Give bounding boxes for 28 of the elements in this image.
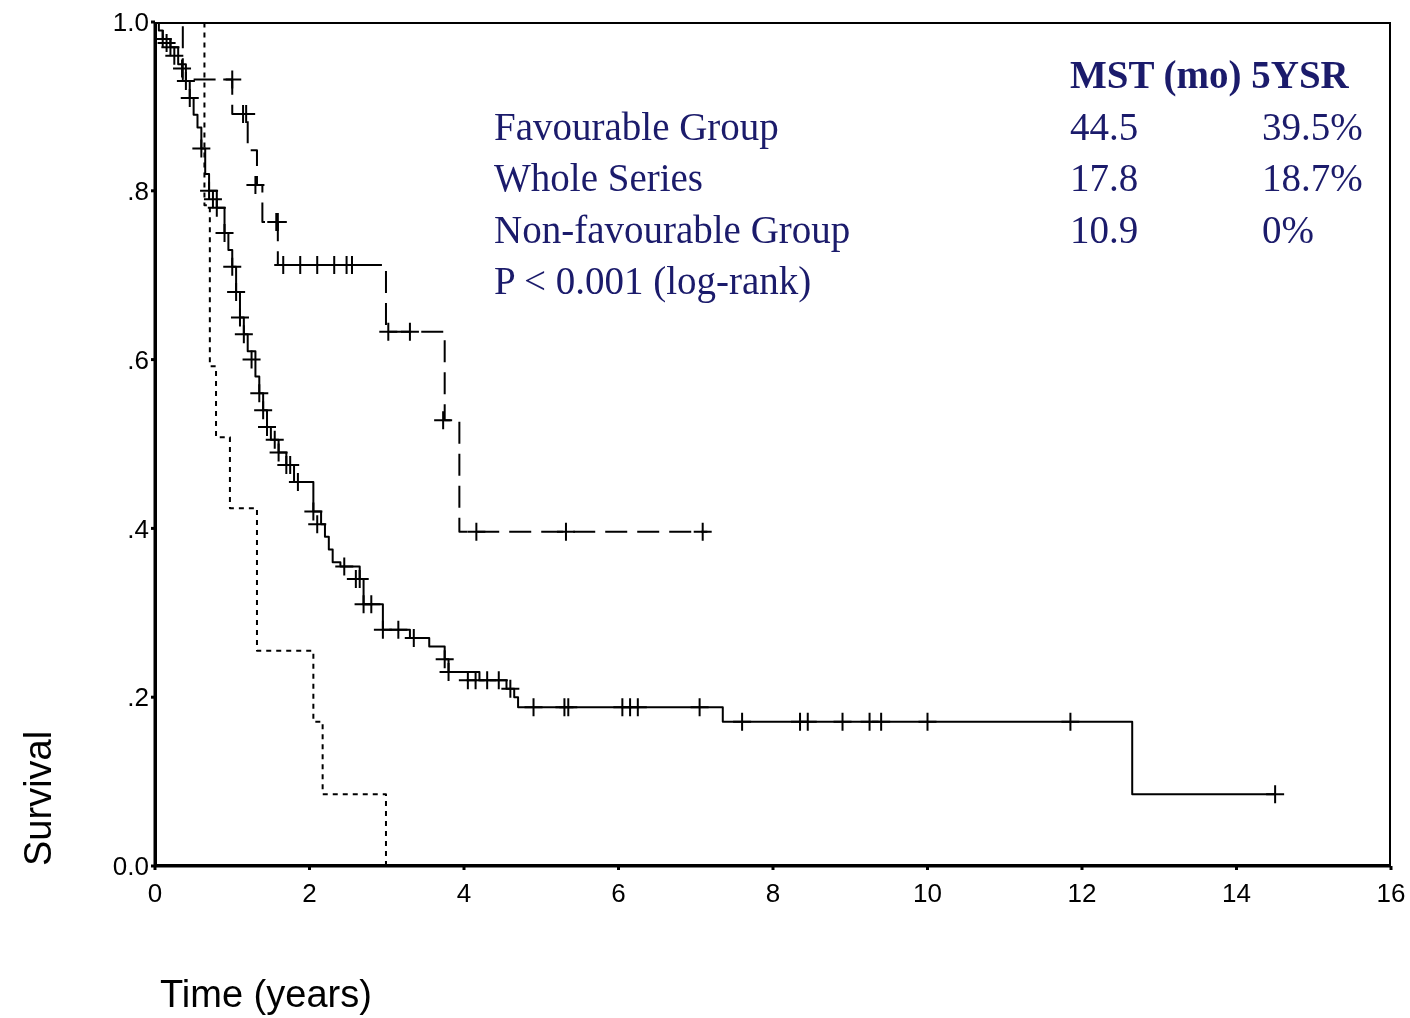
annotation: 10.9 <box>1070 207 1139 251</box>
x-axis-title: Time (years) <box>160 973 372 1016</box>
x-tick-label: 14 <box>1221 878 1252 908</box>
annotation: 18.7% <box>1262 156 1363 199</box>
annotation: 17.8 <box>1070 156 1139 199</box>
y-tick-label: 0.0 <box>112 851 149 882</box>
x-tick-label: 6 <box>610 878 627 908</box>
x-tick-label: 0 <box>146 878 164 908</box>
x-tick-label: 10 <box>912 878 943 908</box>
y-tick-label: .8 <box>127 176 149 207</box>
annotation: P < 0.001 (log-rank) <box>494 259 812 302</box>
x-tick-label: 2 <box>301 878 318 908</box>
x-tick-label: 16 <box>1375 878 1407 908</box>
annotation: Non-favourable Group <box>494 207 851 251</box>
annotation: 44.5 <box>1070 104 1139 148</box>
annotation: MST (mo) 5YSR <box>1070 53 1349 96</box>
annotation: Favourable Group <box>494 104 779 148</box>
x-tick-label: 8 <box>764 878 782 908</box>
x-tick-label: 12 <box>1066 878 1098 908</box>
y-axis-title: Survival <box>16 730 60 866</box>
annotation: 0% <box>1262 207 1314 251</box>
y-tick-label: .4 <box>127 513 149 544</box>
annotation: Whole Series <box>494 156 704 199</box>
y-tick-label: .6 <box>127 344 149 375</box>
annotation: 39.5% <box>1262 104 1363 148</box>
x-tick-label: 4 <box>455 878 473 908</box>
y-tick-label: 1.0 <box>112 7 149 38</box>
y-tick-label: .2 <box>127 682 149 713</box>
